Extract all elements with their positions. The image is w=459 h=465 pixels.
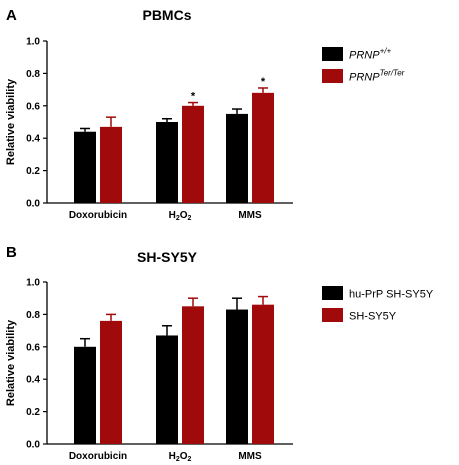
significance-marker: * bbox=[261, 76, 266, 88]
bar-h2o2-series-1 bbox=[156, 122, 178, 203]
bar-doxorubicin-series-2 bbox=[100, 126, 122, 203]
y-tick-label: 0.2 bbox=[26, 166, 40, 177]
y-tick-label: 1.0 bbox=[26, 278, 40, 289]
chart-title: SH-SY5Y bbox=[137, 249, 198, 265]
legend-entry: SH-SY5Y bbox=[349, 311, 397, 323]
legend-swatch bbox=[322, 69, 343, 83]
x-tick-label: MMS bbox=[238, 210, 262, 221]
bar-mms-series-1 bbox=[226, 309, 248, 444]
y-tick-label: 0.4 bbox=[26, 375, 40, 386]
y-axis-label: Relative viability bbox=[5, 319, 17, 406]
bar-h2o2-series-1 bbox=[156, 335, 178, 444]
panel-a-chart: A PBMCs 0.0 0.2 0.4 0.6 0.8 1.0 Relative viabili… bbox=[5, 7, 405, 222]
panel-b-chart: B SH-SY5Y 0.0 0.2 0.4 0.6 0.8 1.0 Relative viabi… bbox=[5, 244, 434, 463]
x-tick-label: Doxorubicin bbox=[69, 451, 127, 462]
legend-swatch bbox=[322, 47, 343, 61]
y-tick-label: 0.8 bbox=[26, 310, 40, 321]
bar-mms-series-2 bbox=[252, 304, 274, 444]
chart-title: PBMCs bbox=[142, 7, 191, 23]
bar-mms-series-2 bbox=[252, 92, 274, 203]
bar-mms-series-1 bbox=[226, 113, 248, 203]
y-tick-label: 0.6 bbox=[26, 342, 40, 353]
y-tick-label: 0.6 bbox=[26, 101, 40, 112]
legend-swatch bbox=[322, 286, 343, 300]
y-tick-label: 0.2 bbox=[26, 407, 40, 418]
y-tick-label: 0.0 bbox=[26, 199, 40, 210]
bar-doxorubicin-series-2 bbox=[100, 320, 122, 444]
x-tick-label: Doxorubicin bbox=[69, 210, 127, 221]
legend-entry: hu-PrP SH-SY5Y bbox=[349, 289, 434, 301]
bar-h2o2-series-2 bbox=[182, 105, 204, 203]
legend-swatch bbox=[322, 308, 343, 322]
panel-letter: B bbox=[6, 244, 17, 261]
legend-entry: PRNP+/+ bbox=[349, 47, 391, 62]
x-tick-label: H2O2 bbox=[169, 210, 192, 222]
significance-marker: * bbox=[191, 91, 196, 103]
x-tick-label: H2O2 bbox=[169, 451, 192, 463]
y-tick-label: 1.0 bbox=[26, 37, 40, 48]
y-tick-label: 0.8 bbox=[26, 69, 40, 80]
y-axis-label: Relative viability bbox=[5, 78, 17, 165]
bar-doxorubicin-series-1 bbox=[74, 131, 96, 203]
y-tick-label: 0.0 bbox=[26, 440, 40, 451]
panel-letter: A bbox=[6, 7, 17, 24]
y-tick-label: 0.4 bbox=[26, 134, 40, 145]
bar-h2o2-series-2 bbox=[182, 306, 204, 444]
x-tick-label: MMS bbox=[238, 451, 262, 462]
bar-doxorubicin-series-1 bbox=[74, 346, 96, 444]
legend-entry: PRNPTer/Ter bbox=[349, 69, 405, 84]
